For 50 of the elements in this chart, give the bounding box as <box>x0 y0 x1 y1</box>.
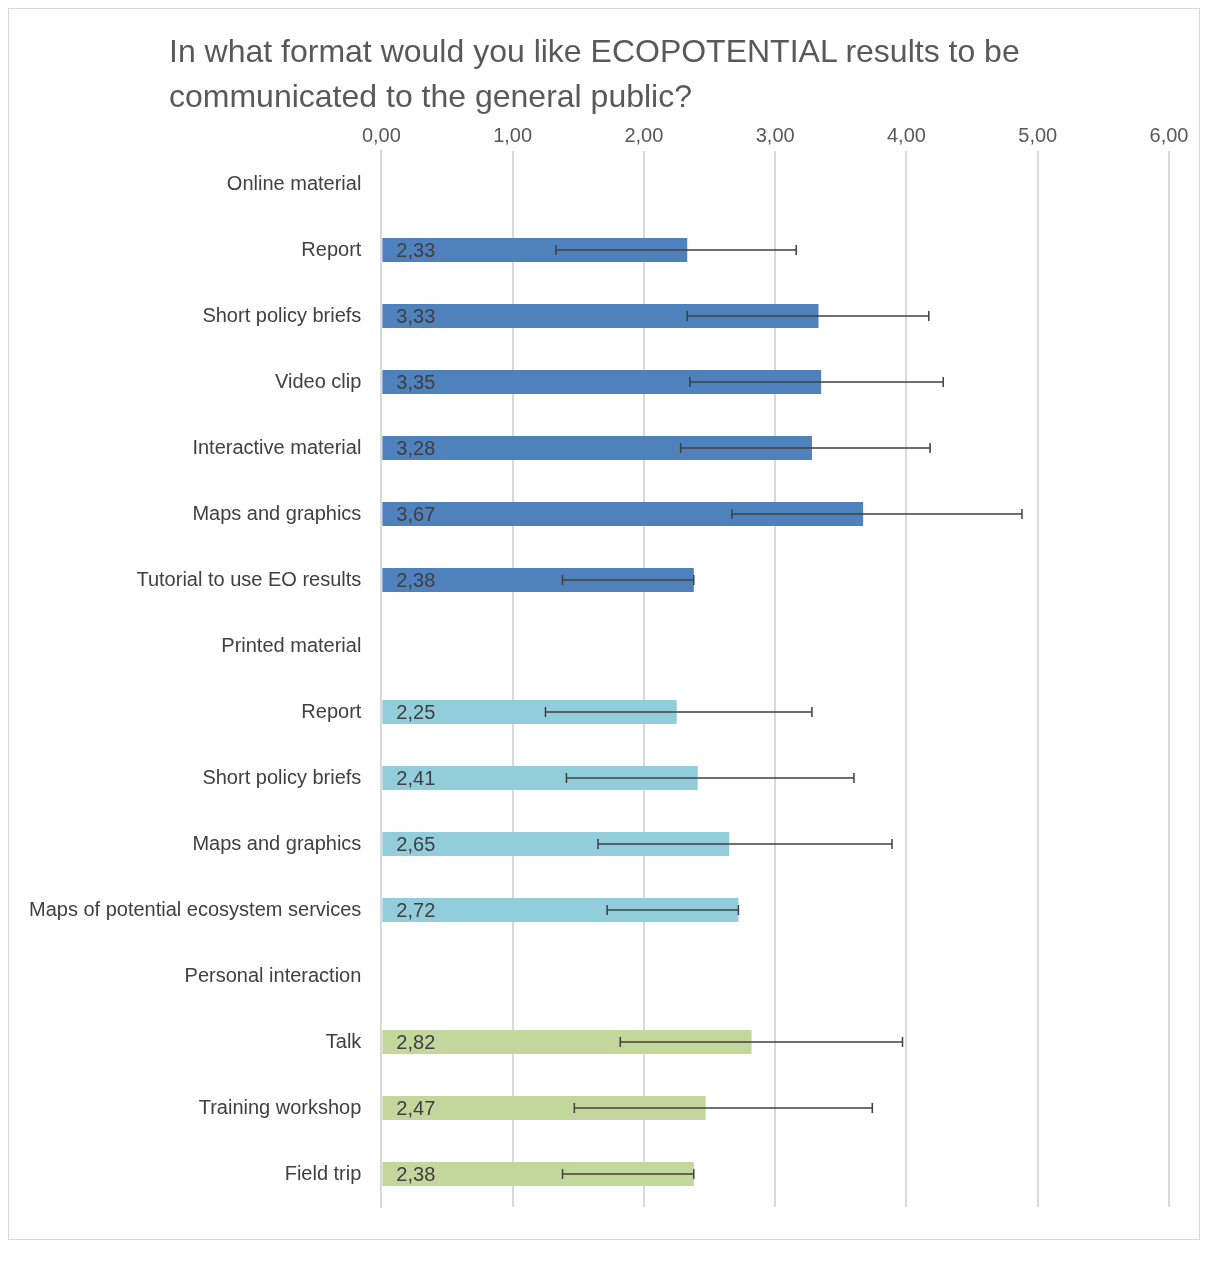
x-tick-label: 5,00 <box>1018 123 1058 146</box>
data-label: 2,38 <box>396 1162 436 1185</box>
bar <box>382 567 694 592</box>
y-tick-label: Short policy briefs <box>202 765 362 788</box>
bar <box>382 369 822 394</box>
bar <box>382 1095 706 1120</box>
data-label: 3,67 <box>396 502 436 525</box>
bar <box>382 303 819 328</box>
data-label: 3,33 <box>396 304 436 327</box>
data-label: 2,38 <box>396 568 436 591</box>
data-label: 2,65 <box>396 832 436 855</box>
x-tick-label: 2,00 <box>624 123 664 146</box>
y-tick-label: Report <box>301 237 362 260</box>
data-label: 2,41 <box>396 766 436 789</box>
bar <box>382 699 677 724</box>
bar <box>382 1029 752 1054</box>
data-label: 2,25 <box>396 700 436 723</box>
y-tick-label: Maps and graphics <box>192 831 362 854</box>
data-label: 3,28 <box>396 436 436 459</box>
y-tick-label: Short policy briefs <box>202 303 362 326</box>
y-tick-label: Field trip <box>284 1161 362 1184</box>
bar <box>382 765 698 790</box>
y-tick-label: Video clip <box>275 369 362 392</box>
chart-title: In what format would you like ECOPOTENTIAL results to be communicated to the general public? <box>168 32 1021 116</box>
y-tick-label: Maps and graphics <box>192 501 362 524</box>
y-tick-label: Report <box>301 699 362 722</box>
y-tick-label: Online material <box>226 171 362 194</box>
data-label: 2,72 <box>396 898 436 921</box>
bar <box>382 831 730 856</box>
data-label: 2,82 <box>396 1030 436 1053</box>
x-tick-label: 3,00 <box>755 123 795 146</box>
bar <box>382 501 864 526</box>
y-tick-label: Maps of potential ecosystem services <box>28 897 362 920</box>
x-tick-label: 6,00 <box>1149 123 1189 146</box>
x-tick-label: 1,00 <box>493 123 533 146</box>
data-label: 2,33 <box>396 238 436 261</box>
bar <box>382 897 739 922</box>
y-tick-label: Tutorial to use EO results <box>136 567 362 590</box>
y-tick-label: Printed material <box>221 633 362 656</box>
y-tick-label: Talk <box>325 1029 363 1052</box>
y-tick-label: Training workshop <box>198 1095 362 1118</box>
x-tick-label: 4,00 <box>886 123 926 146</box>
y-tick-label: Personal interaction <box>184 963 362 986</box>
data-label: 2,47 <box>396 1096 436 1119</box>
y-tick-label: Interactive material <box>192 435 362 458</box>
bar <box>382 237 688 262</box>
x-tick-label: 0,00 <box>361 123 401 146</box>
bar <box>382 435 812 460</box>
data-label: 3,35 <box>396 370 436 393</box>
bar <box>382 1161 694 1186</box>
